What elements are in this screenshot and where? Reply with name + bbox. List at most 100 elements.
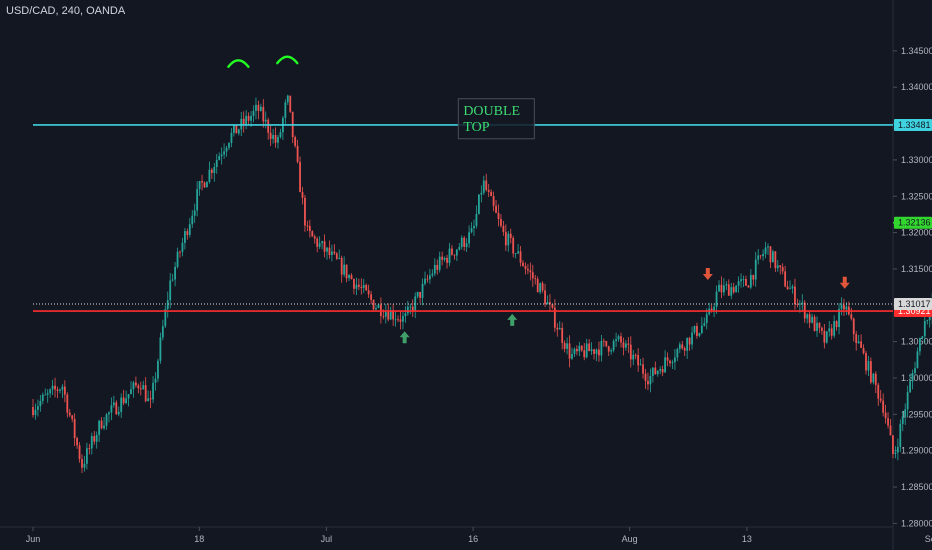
candle-body xyxy=(637,355,640,366)
candle-body xyxy=(365,285,368,291)
candle-body xyxy=(127,394,130,399)
candle-body xyxy=(478,194,480,214)
candle-body xyxy=(34,409,37,416)
candle-body xyxy=(872,373,875,383)
candle-body xyxy=(647,380,649,385)
candle-body xyxy=(294,137,297,146)
candle-body xyxy=(404,313,407,317)
candle-body xyxy=(443,257,446,260)
candle-body xyxy=(588,343,591,352)
candle-body xyxy=(723,285,725,293)
candle-body xyxy=(519,251,522,263)
candle-body xyxy=(784,271,787,287)
candle-body xyxy=(926,320,929,322)
candle-body xyxy=(384,312,387,317)
candle-body xyxy=(527,268,529,271)
candle-body xyxy=(230,132,233,143)
candle-body xyxy=(110,405,113,413)
candle-body xyxy=(627,343,630,345)
candle-body xyxy=(791,286,794,289)
candle-body xyxy=(617,336,620,340)
candle-body xyxy=(867,361,870,371)
candle-body xyxy=(742,278,745,280)
candle-body xyxy=(823,330,826,343)
candle-body xyxy=(206,181,208,188)
arrow-up-icon[interactable] xyxy=(399,331,410,344)
candle-body xyxy=(563,342,566,349)
candle-body xyxy=(71,415,74,420)
candle-body xyxy=(605,340,608,347)
candle-body xyxy=(362,285,365,288)
candle-body xyxy=(862,347,865,354)
candle-body xyxy=(735,285,738,293)
candle-body xyxy=(284,102,287,118)
candle-body xyxy=(316,238,319,247)
arrow-up-icon[interactable] xyxy=(507,313,518,326)
candle-body xyxy=(431,273,434,276)
candle-body xyxy=(632,354,635,360)
candle-body xyxy=(590,349,593,352)
candle-body xyxy=(103,425,105,429)
candle-body xyxy=(615,339,617,341)
candle-body xyxy=(210,169,213,174)
y-tick-label: 1.31500 xyxy=(901,264,932,274)
candle-body xyxy=(335,253,338,259)
candle-body xyxy=(654,367,657,375)
candle-body xyxy=(909,381,911,393)
annotation-line: TOP xyxy=(463,120,489,135)
candle-body xyxy=(693,325,696,333)
candle-body xyxy=(713,306,715,311)
double-top-arc xyxy=(276,55,299,65)
candle-body xyxy=(818,322,821,328)
candle-body xyxy=(475,213,478,226)
candle-body xyxy=(203,182,206,188)
candle-body xyxy=(639,364,642,366)
candle-body xyxy=(44,394,47,396)
candle-body xyxy=(453,254,456,256)
candle-body xyxy=(311,231,314,237)
candle-body xyxy=(372,299,375,310)
candle-body xyxy=(845,306,848,310)
x-tick-label: Aug xyxy=(622,534,638,544)
candle-body xyxy=(41,394,44,401)
candle-body xyxy=(825,331,828,343)
arrow-down-icon[interactable] xyxy=(839,276,850,289)
candle-body xyxy=(399,319,402,322)
candle-body xyxy=(718,284,720,292)
candle-body xyxy=(561,327,564,343)
candle-body xyxy=(299,161,301,193)
candle-body xyxy=(201,181,203,183)
price-tag-label: 1.33481 xyxy=(898,120,931,130)
candle-body xyxy=(264,119,267,122)
candle-body xyxy=(580,345,583,351)
candle-body xyxy=(125,398,127,404)
candle-body xyxy=(426,278,429,280)
candle-body xyxy=(794,286,796,305)
candle-body xyxy=(669,360,671,364)
candle-body xyxy=(301,192,304,198)
y-tick-label: 1.33000 xyxy=(901,155,932,165)
candle-body xyxy=(595,349,598,354)
resistance-price-tag: 1.33481 xyxy=(894,118,932,131)
y-tick-label: 1.29500 xyxy=(901,409,932,419)
candle-body xyxy=(213,167,216,174)
candle-body xyxy=(86,448,88,464)
candle-body xyxy=(389,310,392,320)
candle-body xyxy=(394,319,397,321)
candle-body xyxy=(512,237,515,254)
candle-body xyxy=(558,327,561,330)
candle-body xyxy=(245,115,248,125)
candle-body xyxy=(267,119,270,133)
candle-body xyxy=(240,118,243,130)
candle-body xyxy=(492,196,495,206)
candle-body xyxy=(115,402,118,415)
candle-body xyxy=(661,369,664,373)
y-tick-label: 1.34000 xyxy=(901,82,932,92)
candle-body xyxy=(607,346,610,352)
candle-body xyxy=(502,225,505,232)
arrow-down-icon[interactable] xyxy=(702,268,713,281)
candle-body xyxy=(411,306,414,312)
candle-body xyxy=(622,342,625,348)
